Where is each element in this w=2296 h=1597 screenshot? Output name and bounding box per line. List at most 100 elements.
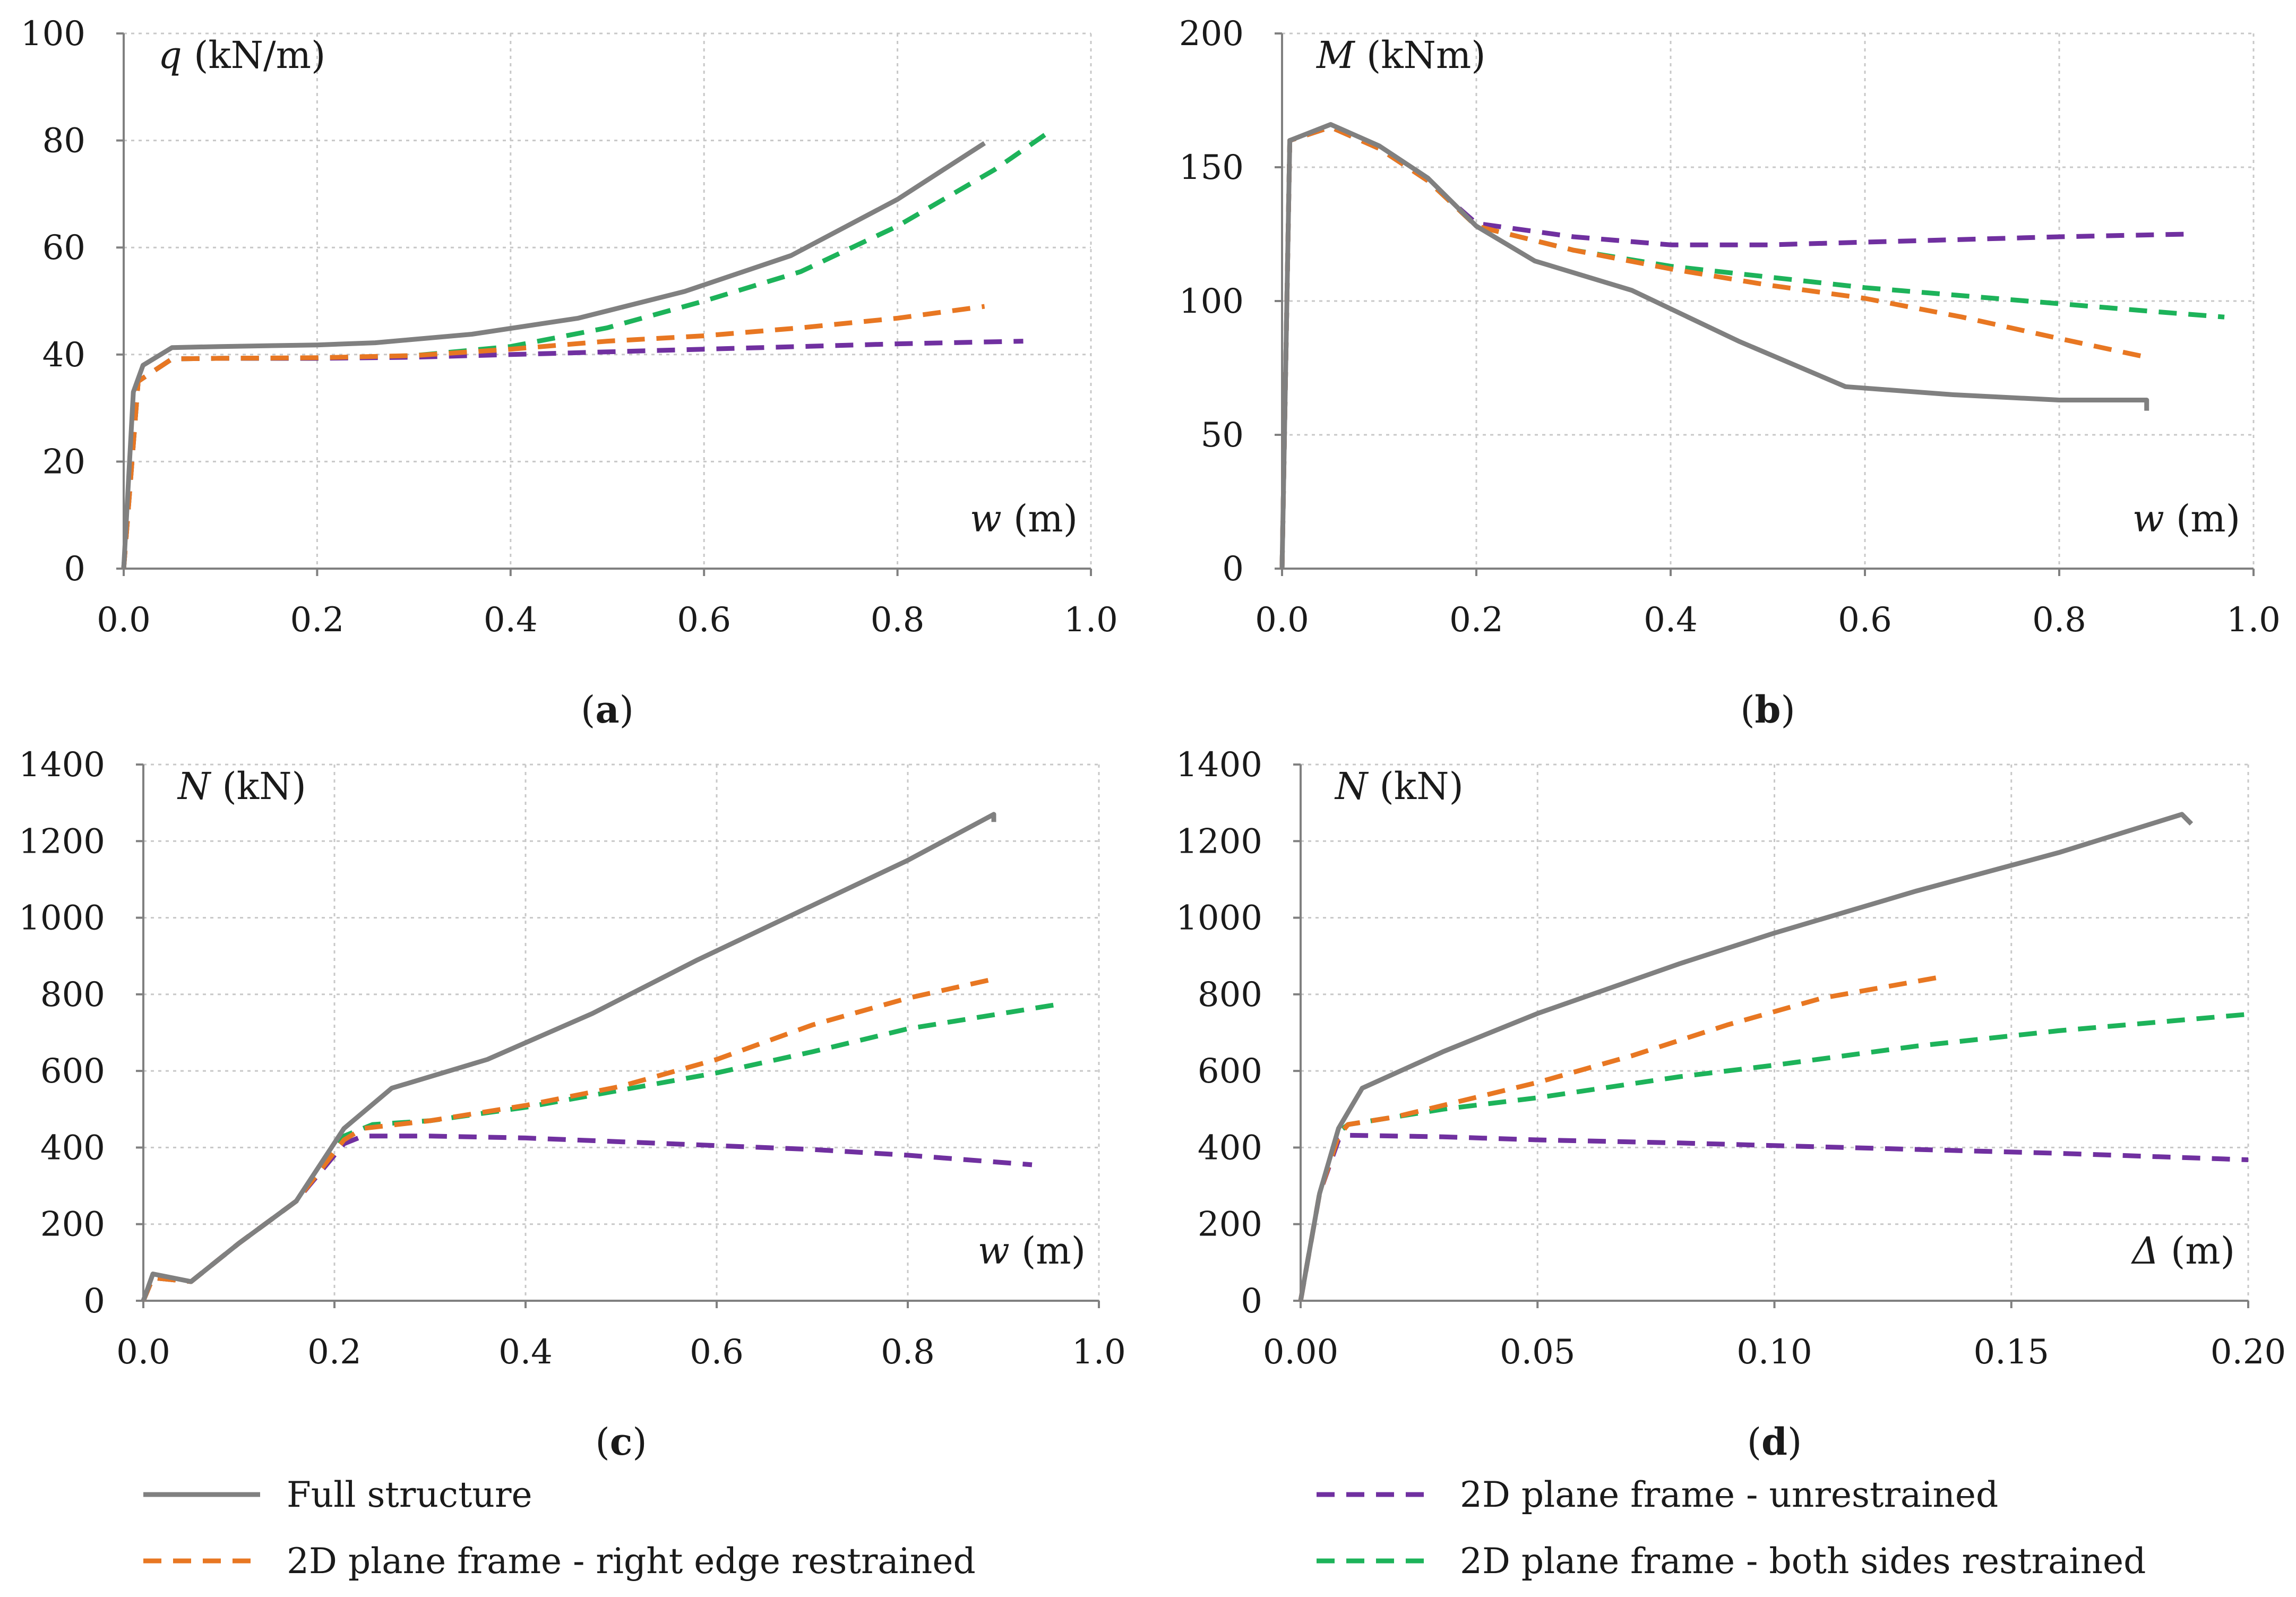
x-tick-label: 0.2 [307, 1333, 362, 1372]
x-tick-label: 0.4 [498, 1333, 553, 1372]
panel-label-open: ( [1747, 1420, 1761, 1464]
y-tick-label: 800 [40, 975, 105, 1015]
x-tick-label: 0.0 [97, 600, 151, 640]
legend-label-right-edge-restrained: 2D plane frame - right edge restrained [287, 1541, 976, 1582]
y-axis-symbol: M [1315, 33, 1356, 77]
panel-label-open: ( [581, 688, 595, 732]
y-tick-label: 1000 [19, 899, 105, 938]
x-tick-label: 0.20 [2211, 1333, 2286, 1372]
y-tick-label: 100 [21, 14, 85, 54]
panel-label: (b) [1740, 688, 1795, 732]
y-tick-label: 40 [42, 336, 85, 375]
y-tick-label: 20 [42, 442, 85, 482]
x-tick-label: 0.2 [290, 600, 345, 640]
y-tick-label: 200 [40, 1205, 105, 1244]
y-axis-unit: (kN/m) [182, 33, 326, 77]
x-tick-label: 0.6 [690, 1333, 744, 1372]
panel-label-close: ) [1787, 1420, 1802, 1464]
x-axis-symbol: w [2132, 497, 2164, 540]
series-line-full [1279, 122, 2149, 569]
x-tick-label: 0.2 [1449, 600, 1503, 640]
panel-label-close: ) [620, 688, 634, 732]
panel-label-close: ) [632, 1420, 647, 1464]
panel-label: (d) [1747, 1420, 1802, 1464]
series-line-right [141, 976, 994, 1302]
x-tick-label: 0.6 [677, 600, 731, 640]
x-axis-label: w (m) [2132, 497, 2240, 540]
legend-label-both-sides-restrained: 2D plane frame - both sides restrained [1460, 1541, 2146, 1582]
panel-label-letter: d [1761, 1420, 1787, 1464]
panel-label: (c) [595, 1420, 647, 1464]
panel-label-open: ( [595, 1420, 609, 1464]
y-axis-label: M (kNm) [1315, 33, 1486, 77]
x-tick-label: 0.6 [1838, 600, 1892, 640]
x-axis-label: w (m) [978, 1229, 1086, 1273]
x-tick-label: 1.0 [1072, 1333, 1126, 1372]
panels: 0.0 0.2 0.4 0.6 0.8 1.0 0 20 40 60 80 100 q (kN/m) w … [19, 14, 2286, 1464]
y-axis-symbol: N [1334, 765, 1369, 808]
x-tick-label: 0.4 [1644, 600, 1698, 640]
series-line-unres [1298, 1132, 2249, 1301]
series-line-full [1298, 812, 2194, 1301]
x-axis-symbol: Δ [2130, 1229, 2159, 1273]
series-line-unres [121, 339, 1024, 569]
series-line-full [141, 812, 996, 1302]
y-tick-label: 100 [1179, 282, 1244, 321]
y-tick-label: 800 [1198, 975, 1262, 1015]
y-axis-label: q (kN/m) [158, 33, 325, 77]
y-tick-label: 1000 [1176, 899, 1262, 938]
x-axis-label: Δ (m) [2130, 1229, 2235, 1273]
y-tick-label: 1200 [1176, 822, 1262, 861]
series-line-right [1298, 974, 1941, 1301]
y-axis-unit: (kN) [1368, 765, 1464, 808]
x-axis-label: w (m) [970, 497, 1078, 540]
panel-label-close: ) [1781, 688, 1795, 732]
y-axis-label: N (kN) [177, 765, 306, 808]
x-tick-label: 0.8 [2032, 600, 2086, 640]
y-tick-label: 1400 [19, 745, 105, 785]
y-tick-label: 0 [64, 549, 85, 589]
x-axis-symbol: w [970, 497, 1002, 540]
x-axis-unit: (m) [2164, 497, 2240, 540]
y-tick-label: 1200 [19, 822, 105, 861]
x-tick-label: 0.10 [1736, 1333, 1812, 1372]
y-tick-label: 50 [1201, 416, 1244, 455]
y-tick-label: 0 [1222, 549, 1244, 589]
x-axis-unit: (m) [1010, 1229, 1086, 1273]
panel-c: 0.0 0.2 0.4 0.6 0.8 1.0 0 200 400 600 800 1000 1200 1… [19, 745, 1126, 1464]
series-line-unres [1279, 124, 2186, 569]
series-line-right [121, 304, 985, 569]
x-tick-label: 1.0 [2226, 600, 2281, 640]
panel-b: 0.0 0.2 0.4 0.6 0.8 1.0 0 50 100 150 200 M (kNm) w (… [1179, 14, 2281, 732]
panel-label-open: ( [1740, 688, 1755, 732]
series-line-full [121, 141, 986, 569]
y-tick-label: 200 [1179, 14, 1244, 54]
panel-label: (a) [581, 688, 634, 732]
legend-label-full-structure: Full structure [287, 1474, 532, 1515]
y-axis-symbol: N [177, 765, 212, 808]
y-axis-unit: (kNm) [1355, 33, 1486, 77]
y-tick-label: 1400 [1176, 745, 1262, 785]
x-tick-label: 0.4 [484, 600, 538, 640]
x-tick-label: 0.15 [1974, 1333, 2050, 1372]
panel-a: 0.0 0.2 0.4 0.6 0.8 1.0 0 20 40 60 80 100 q (kN/m) w … [21, 14, 1118, 732]
x-axis-unit: (m) [2159, 1229, 2235, 1273]
y-tick-label: 400 [40, 1128, 105, 1167]
legend-label-unrestrained: 2D plane frame - unrestrained [1460, 1474, 1998, 1515]
x-tick-label: 0.0 [1255, 600, 1309, 640]
x-tick-label: 0.00 [1263, 1333, 1339, 1372]
panel-d: 0.00 0.05 0.10 0.15 0.20 0 200 400 600 800 1000 120… [1176, 745, 2286, 1464]
y-tick-label: 600 [1198, 1052, 1262, 1091]
x-tick-label: 0.05 [1500, 1333, 1576, 1372]
y-axis-symbol: q [158, 33, 182, 77]
y-tick-label: 60 [42, 228, 85, 268]
panel-label-letter: b [1755, 688, 1781, 732]
y-tick-label: 600 [40, 1052, 105, 1091]
y-tick-label: 0 [1241, 1282, 1262, 1321]
series-line-right [1279, 124, 2147, 569]
y-axis-unit: (kN) [210, 765, 306, 808]
x-tick-label: 0.0 [116, 1333, 170, 1372]
y-tick-label: 0 [83, 1282, 105, 1321]
legend: Full structure 2D plane frame - right ed… [143, 1474, 2146, 1582]
